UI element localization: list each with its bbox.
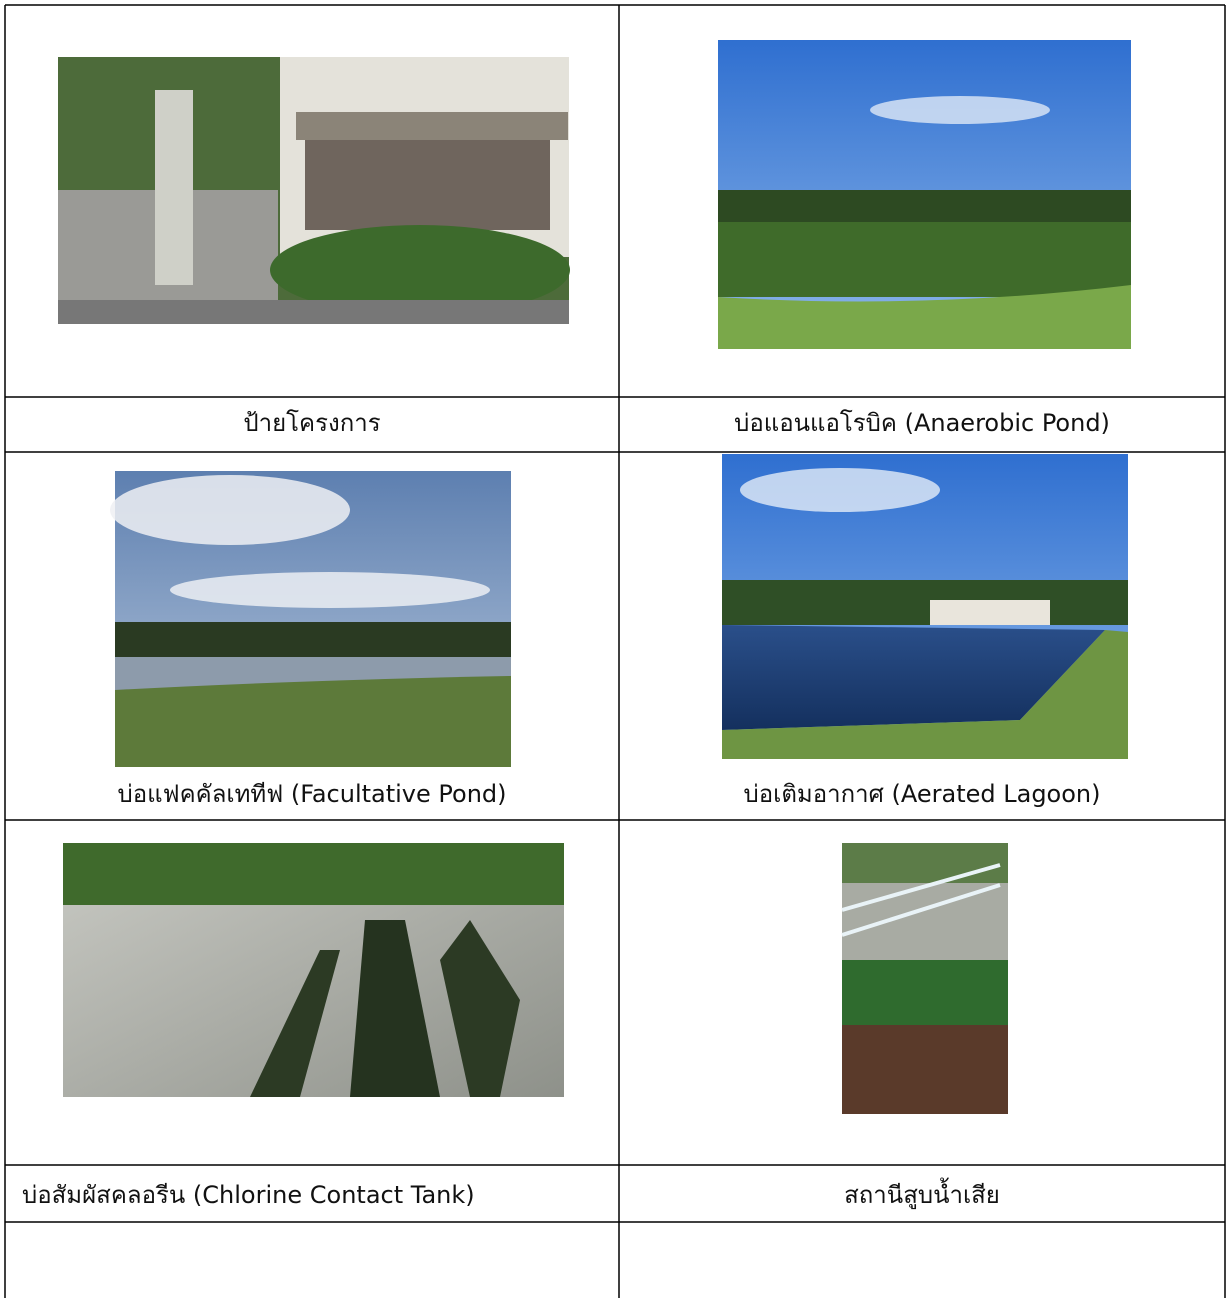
table-borders [4,4,1226,1298]
caption: สถานีสูบน้ำเสีย [844,1177,1000,1210]
photo-aerated-lagoon [722,454,1128,759]
photo-anaerobic-pond [718,40,1131,349]
caption: ป้ายโครงการ [243,409,380,437]
photo-project-sign [58,57,570,324]
caption: บ่อแฟคคัลเททีฟ (Facultative Pond) [117,780,506,808]
caption: บ่อแอนแอโรบิค (Anaerobic Pond) [734,409,1110,437]
caption: บ่อสัมผัสคลอรีน (Chlorine Contact Tank) [22,1181,475,1209]
photo-chlorine-tank [63,843,564,1097]
caption: บ่อเติมอากาศ (Aerated Lagoon) [743,780,1100,808]
photo-pump-station [841,843,1008,1114]
photo-facultative-pond [110,471,511,767]
